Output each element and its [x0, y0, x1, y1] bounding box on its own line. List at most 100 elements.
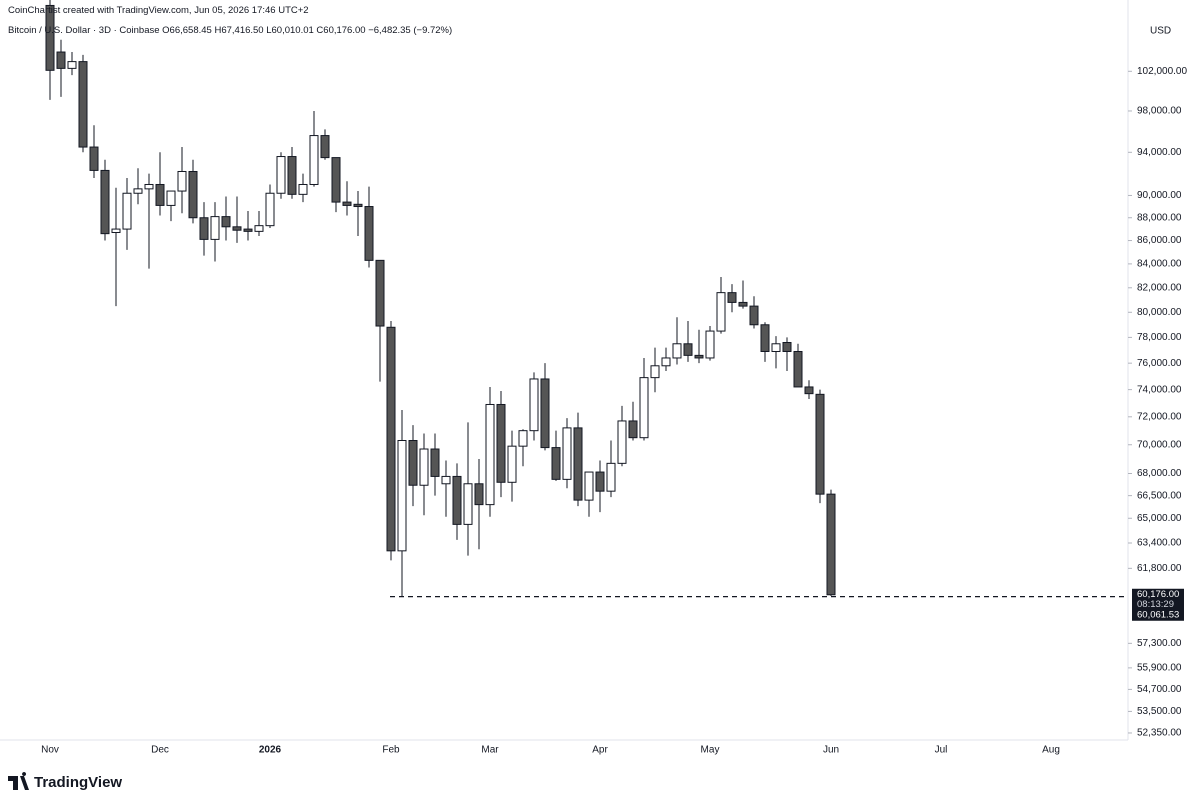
candle-body: [122, 192, 132, 230]
candle-body: [408, 440, 418, 486]
candle-body: [441, 475, 451, 485]
candle-body: [221, 216, 231, 228]
candle-body: [595, 471, 605, 492]
credit: CoinChartist created with TradingView.co…: [8, 5, 309, 16]
x-tick-label: 2026: [259, 745, 282, 756]
candle-body: [100, 169, 110, 235]
candle-body: [705, 330, 715, 359]
y-tick-label: 98,000.00: [1137, 106, 1182, 117]
candle-body: [606, 462, 616, 492]
y-tick-label: 57,300.00: [1137, 638, 1182, 649]
y-tick-label: 68,000.00: [1137, 468, 1182, 479]
candle-body: [133, 188, 143, 194]
y-tick-label: 80,000.00: [1137, 307, 1182, 318]
last-price-label: 60,176.00: [1137, 589, 1179, 600]
candle-body: [342, 201, 352, 206]
symbol-legend: Bitcoin / U.S. Dollar · 3D · Coinbase O6…: [8, 25, 452, 36]
candle-body: [650, 365, 660, 379]
logo: TradingView: [8, 772, 122, 791]
logo-text: TradingView: [34, 774, 122, 791]
candle-body: [166, 190, 176, 206]
logo-mark: [8, 772, 29, 790]
y-tick-label: 70,000.00: [1137, 439, 1182, 450]
ohlc-open: O66,658.45: [162, 25, 212, 36]
candle-body: [210, 216, 220, 240]
candle-body: [177, 170, 187, 192]
candle-body: [782, 342, 792, 352]
candle-body: [111, 228, 121, 234]
candle-body: [518, 430, 528, 447]
candle-body: [276, 156, 286, 194]
x-tick-label: Feb: [382, 745, 400, 756]
y-tick-label: 52,350.00: [1137, 728, 1182, 739]
candle-body: [78, 61, 88, 148]
candle-body: [815, 393, 825, 495]
candle-body: [716, 292, 726, 332]
y-tick-label: 74,000.00: [1137, 384, 1182, 395]
y-tick-label: 78,000.00: [1137, 332, 1182, 343]
y-tick-label: 72,000.00: [1137, 411, 1182, 422]
candle-body: [45, 4, 55, 71]
y-tick-label: 86,000.00: [1137, 235, 1182, 246]
candle-body: [507, 445, 517, 483]
candle-body: [331, 157, 341, 203]
candle-body: [89, 146, 99, 171]
x-tick-label: Jul: [935, 745, 948, 756]
symbol: Bitcoin / U.S. Dollar · 3D · Coinbase: [8, 25, 160, 36]
candle-body: [496, 403, 506, 483]
candle-body: [265, 192, 275, 227]
candle-body: [540, 378, 550, 449]
candle-body: [727, 292, 737, 303]
candle-body: [397, 440, 407, 552]
plot-area: [45, 0, 836, 597]
candle-body: [793, 350, 803, 388]
y-tick-label: 76,000.00: [1137, 358, 1182, 369]
x-tick-label: Aug: [1042, 745, 1060, 756]
candle-body: [155, 183, 165, 206]
candle-body: [661, 357, 671, 367]
candle-body: [463, 483, 473, 525]
candle-body: [529, 378, 539, 432]
candle-body: [628, 420, 638, 439]
y-tick-label: 63,400.00: [1137, 538, 1182, 549]
candle-body: [419, 448, 429, 486]
candle-body: [144, 183, 154, 190]
x-tick-label: Jun: [823, 745, 839, 756]
candle-body: [452, 475, 462, 525]
ohlc-low: L60,010.01: [266, 25, 314, 36]
candle-body: [474, 483, 484, 506]
candle-body: [749, 305, 759, 326]
countdown: 08:13:29: [1137, 599, 1174, 610]
candle-body: [56, 51, 66, 69]
x-tick-label: May: [701, 745, 720, 756]
ohlc-close: C60,176.00: [316, 25, 366, 36]
y-tick-label: 94,000.00: [1137, 147, 1182, 158]
candle-body: [254, 225, 264, 232]
candle-body: [617, 420, 627, 464]
y-tick-label: 66,500.00: [1137, 490, 1182, 501]
candle-body: [375, 259, 385, 327]
y-tick-label: 84,000.00: [1137, 259, 1182, 270]
currency: USD: [1150, 26, 1171, 37]
candle-body: [738, 301, 748, 307]
price-line-label: 60,061.53: [1137, 609, 1179, 620]
ohlc-high: H67,416.50: [214, 25, 264, 36]
candle-body: [353, 203, 363, 208]
candle-body: [320, 135, 330, 159]
y-tick-label: 102,000.00: [1137, 66, 1187, 77]
candle-body: [430, 448, 440, 477]
x-tick-label: Mar: [481, 745, 499, 756]
candle-body: [199, 217, 209, 240]
y-tick-label: 55,900.00: [1137, 663, 1182, 674]
y-tick-label: 61,800.00: [1137, 563, 1182, 574]
y-tick-label: 82,000.00: [1137, 282, 1182, 293]
candle-body: [771, 343, 781, 352]
ohlc-change: −6,482.35 (−9.72%): [368, 25, 453, 36]
candle-body: [243, 228, 253, 232]
candle-body: [485, 403, 495, 506]
candle-body: [804, 386, 814, 395]
candle-body: [683, 343, 693, 356]
candle-body: [67, 61, 77, 69]
candle-body: [188, 170, 198, 219]
